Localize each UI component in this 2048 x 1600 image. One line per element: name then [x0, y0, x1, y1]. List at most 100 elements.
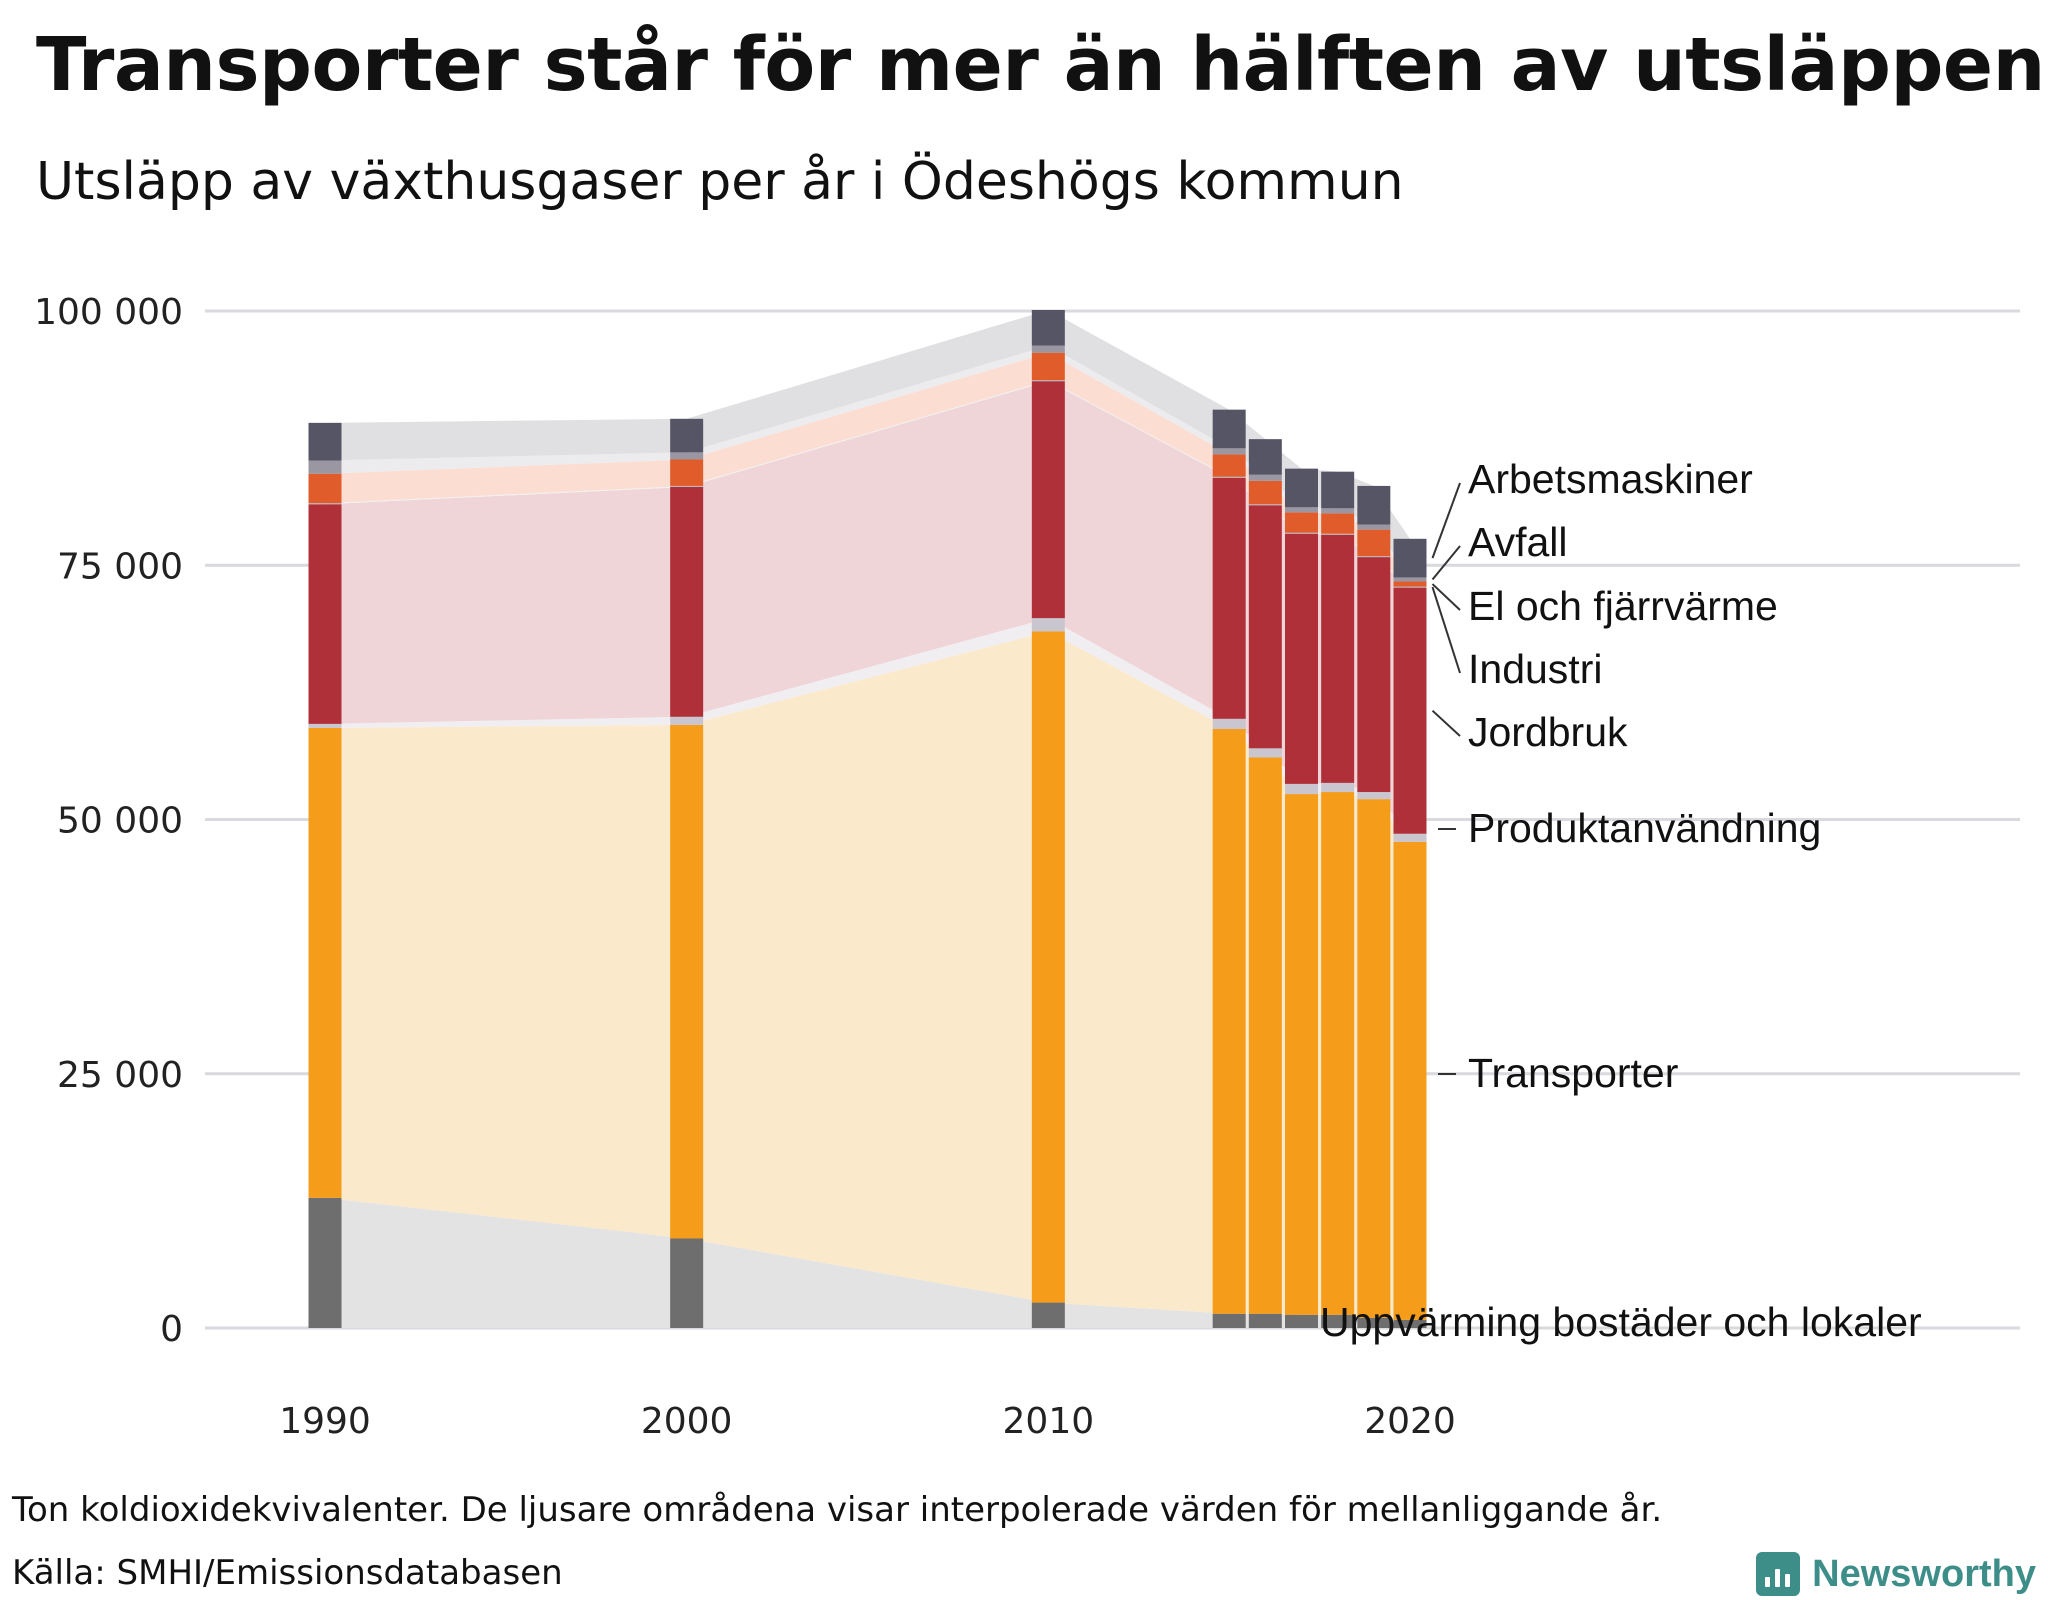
bar-2019-industri [1357, 556, 1391, 558]
bar-2016-arbetsmaskiner [1248, 439, 1282, 475]
bar-2020-el-och-fjarrvarme [1393, 581, 1427, 587]
leader-arbetsmaskiner [1431, 482, 1461, 559]
label-produktanvandning: Produktanvändning [1468, 805, 1821, 851]
bar-2017-transporter [1285, 794, 1318, 1315]
bar-2017-arbetsmaskiner [1285, 468, 1318, 508]
bar-2010-el-och-fjarrvarme [1031, 352, 1065, 381]
label-avfall: Avfall [1468, 519, 1568, 565]
area-transporter [325, 631, 1410, 1320]
bar-2016-transporter [1248, 757, 1282, 1314]
newsworthy-icon [1756, 1552, 1801, 1596]
bar-2019-produktanvandning [1357, 792, 1391, 800]
y-tick-label: 75 000 [57, 546, 183, 587]
bar-2000-produktanvandning [670, 716, 704, 725]
bar-1990-transporter [308, 727, 342, 1198]
area-jordbruk [325, 381, 1410, 834]
axis-layer: 0 25 000 50 000 75 000 100 000 1990 2000 2010 20… [34, 292, 1456, 1442]
bar-2010-produktanvandning [1031, 618, 1065, 632]
bar-2018-arbetsmaskiner [1321, 471, 1355, 509]
x-tick-label: 2000 [641, 1401, 733, 1442]
bar-2020-jordbruk [1393, 587, 1427, 834]
area-arbetsmaskiner [325, 309, 1410, 578]
interpolated-areas [325, 309, 1410, 1328]
y-tick-label: 50 000 [57, 801, 183, 842]
bar-2016-uppvarming-bostader-och-lokaler [1248, 1313, 1282, 1328]
bar-2019-avfall [1357, 524, 1391, 530]
x-tick-label: 2010 [1003, 1401, 1095, 1442]
bar-2015-uppvarming-bostader-och-lokaler [1212, 1313, 1246, 1328]
bar-2019-transporter [1357, 799, 1391, 1318]
bar-2018-uppvarming-bostader-och-lokaler [1321, 1314, 1355, 1328]
bar-2019-el-och-fjarrvarme [1357, 529, 1391, 557]
bar-2010-arbetsmaskiner [1031, 309, 1065, 346]
series-labels: Arbetsmaskiner Avfall El och fjärrvärme Ind… [1320, 456, 1922, 1345]
bar-2000-arbetsmaskiner [670, 418, 704, 453]
bar-2016-jordbruk [1248, 505, 1282, 749]
source-note: Källa: SMHI/Emissionsdatabasen [12, 1553, 563, 1593]
brand-name: Newsworthy [1812, 1552, 2036, 1595]
bar-2019-arbetsmaskiner [1357, 485, 1391, 525]
bar-2015-arbetsmaskiner [1212, 409, 1246, 449]
y-tick-label: 25 000 [57, 1055, 183, 1096]
y-tick-label: 100 000 [34, 292, 183, 333]
bar-1990-produktanvandning [308, 723, 342, 728]
bar-2010-avfall [1031, 345, 1065, 353]
label-industri: Industri [1468, 646, 1602, 692]
bar-2000-el-och-fjarrvarme [670, 459, 704, 486]
bar-2000-avfall [670, 452, 704, 460]
bar-1990-avfall [308, 460, 342, 474]
bar-2010-jordbruk [1031, 381, 1065, 619]
bar-1990-uppvarming-bostader-och-lokaler [308, 1197, 342, 1328]
bar-2015-el-och-fjarrvarme [1212, 454, 1246, 477]
bar-2015-industri [1212, 476, 1246, 478]
bar-2017-avfall [1285, 507, 1318, 513]
bar-2000-uppvarming-bostader-och-lokaler [670, 1238, 704, 1328]
leader-el-och-fjarrvarme [1431, 583, 1461, 611]
bar-2016-el-och-fjarrvarme [1248, 480, 1282, 505]
bar-2018-jordbruk [1321, 534, 1355, 783]
footnote: Ton koldioxidekvivalenter. De ljusare om… [12, 1490, 1663, 1530]
bar-2020-arbetsmaskiner [1393, 538, 1427, 578]
bar-2020-industri [1393, 586, 1427, 588]
y-tick-label: 0 [160, 1309, 183, 1350]
label-jordbruk: Jordbruk [1468, 709, 1628, 755]
bar-2017-industri [1285, 532, 1318, 534]
chart-subtitle: Utsläpp av växthusgaser per år i Ödeshög… [36, 152, 1404, 212]
area-uppvarming-bostader-och-lokaler [325, 1197, 1410, 1328]
bar-1990-jordbruk [308, 504, 342, 724]
bar-2017-uppvarming-bostader-och-lokaler [1285, 1314, 1318, 1328]
bar-2017-jordbruk [1285, 533, 1318, 784]
area-avfall [325, 345, 1410, 582]
bar-2016-industri [1248, 504, 1282, 506]
bar-2018-industri [1321, 533, 1355, 535]
bar-2015-produktanvandning [1212, 718, 1246, 729]
bar-2019-jordbruk [1357, 557, 1391, 793]
bar-1990-industri [308, 503, 342, 505]
label-uppvarming-bostader-och-lokaler: Uppvärming bostäder och lokaler [1320, 1299, 1922, 1345]
bar-2010-transporter [1031, 631, 1065, 1303]
label-arbetsmaskiner: Arbetsmaskiner [1468, 456, 1753, 502]
bar-2017-produktanvandning [1285, 783, 1318, 795]
bar-2019-uppvarming-bostader-och-lokaler [1357, 1317, 1391, 1328]
bar-2015-jordbruk [1212, 477, 1246, 719]
chart-title: Transporter står för mer än hälften av u… [36, 22, 2045, 108]
leader-industri [1431, 586, 1461, 674]
bar-1990-arbetsmaskiner [308, 422, 342, 461]
area-produktanvandning [325, 618, 1410, 842]
bar-2000-industri [670, 485, 704, 487]
leader-avfall [1431, 545, 1461, 581]
bar-2016-avfall [1248, 474, 1282, 481]
bar-2016-produktanvandning [1248, 748, 1282, 758]
bar-2015-avfall [1212, 448, 1246, 455]
bar-2020-produktanvandning [1393, 833, 1427, 842]
bar-2018-produktanvandning [1321, 782, 1355, 793]
x-tick-label: 1990 [279, 1401, 371, 1442]
bar-2020-uppvarming-bostader-och-lokaler [1393, 1319, 1427, 1328]
leader-jordbruk [1431, 709, 1461, 737]
bar-1990-el-och-fjarrvarme [308, 473, 342, 504]
bar-2020-transporter [1393, 841, 1427, 1320]
bar-2015-transporter [1212, 728, 1246, 1314]
x-tick-label: 2020 [1364, 1401, 1456, 1442]
label-transporter: Transporter [1468, 1050, 1678, 1096]
label-el-och-fjarrvarme: El och fjärrvärme [1468, 583, 1778, 629]
